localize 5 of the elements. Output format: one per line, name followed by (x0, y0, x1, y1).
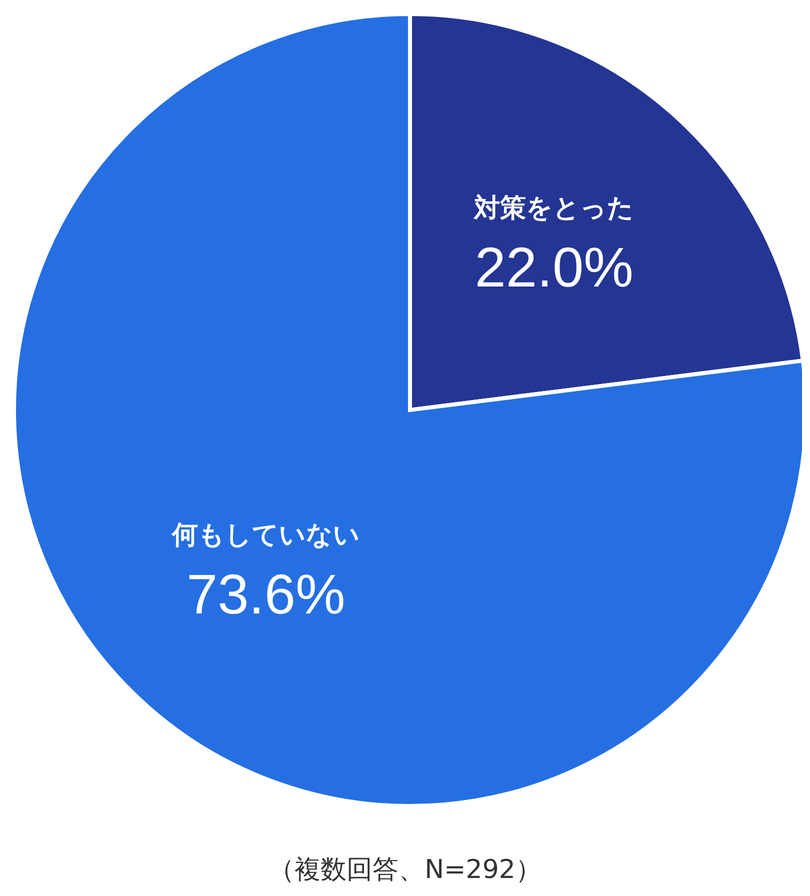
slice-label: 何もしていない (170, 520, 360, 550)
data-label: 73.6% (186, 562, 346, 626)
slice-label: 対策をとった (473, 194, 634, 224)
data-label: 22.0% (474, 236, 634, 299)
text: （複数回答、N=292） (268, 854, 542, 887)
